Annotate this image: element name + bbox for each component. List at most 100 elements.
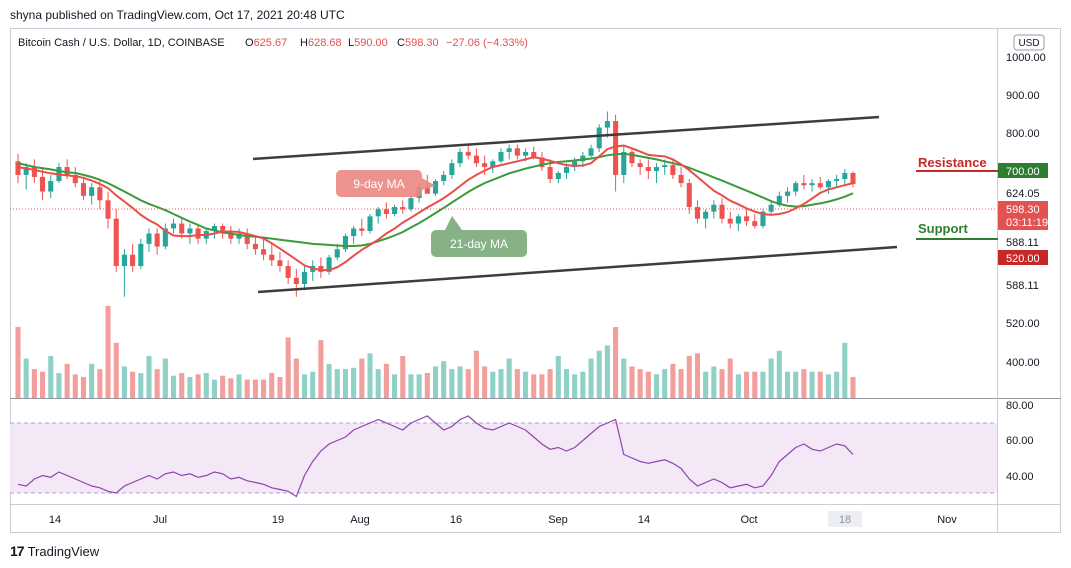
candle-body — [375, 209, 381, 217]
volume-bar — [539, 374, 545, 398]
candle-body — [809, 183, 815, 186]
candle-body — [252, 243, 258, 250]
candle-body — [662, 165, 668, 168]
candle-body — [465, 151, 471, 156]
volume-bar — [752, 371, 758, 398]
volume-bar — [744, 371, 750, 398]
tradingview-logo[interactable]: 17 TradingView — [10, 543, 99, 559]
candle-body — [523, 151, 529, 156]
tradingview-logo-text: TradingView — [27, 543, 100, 559]
publisher-line: shyna published on TradingView.com, Oct … — [10, 8, 345, 22]
volume-bar — [596, 350, 602, 398]
candle-body — [604, 121, 610, 128]
candle-body — [48, 181, 54, 192]
volume-bar — [408, 374, 414, 398]
svg-text:O625.67: O625.67 — [245, 37, 287, 49]
candle-body — [187, 228, 193, 234]
rsi-band — [10, 423, 997, 493]
svg-text:H628.68: H628.68 — [300, 37, 342, 49]
tradingview-logo-mark: 17 — [10, 543, 25, 559]
volume-bar — [547, 369, 553, 398]
volume-bar — [105, 306, 111, 398]
volume-bar — [629, 366, 635, 398]
volume-bar — [727, 358, 733, 398]
candle-body — [563, 167, 570, 173]
volume-bar — [473, 350, 479, 398]
candle-body — [171, 223, 177, 229]
l-value: 590.00 — [354, 37, 388, 49]
time-tick: Jul — [153, 514, 167, 526]
candle-body — [359, 228, 365, 231]
candle-body — [195, 228, 201, 239]
volume-bar — [146, 355, 152, 398]
candle-body — [801, 183, 807, 186]
candle-body — [678, 174, 684, 184]
volume-bar — [326, 363, 332, 398]
candle-body — [768, 204, 774, 212]
volume-bar — [318, 340, 324, 398]
candle-body — [383, 209, 389, 214]
candle-body — [441, 174, 447, 182]
candle-body — [89, 187, 95, 196]
volume-bar — [195, 374, 201, 398]
candle-body — [727, 218, 733, 224]
volume-bar — [678, 369, 684, 398]
time-tick: 14 — [49, 514, 61, 526]
volume-bar — [285, 337, 291, 398]
candle-body — [408, 198, 414, 210]
volume-bar — [662, 369, 668, 398]
ma21-callout-text: 21-day MA — [450, 237, 508, 251]
countdown-text: 03:11:19 — [1006, 217, 1048, 229]
currency-button[interactable] — [1013, 34, 1045, 51]
time-tick: Sep — [548, 514, 568, 526]
l-label: L — [348, 37, 354, 49]
volume-bar — [793, 371, 799, 398]
support-price-tag — [998, 250, 1048, 265]
candle-body — [342, 236, 348, 250]
volume-bar — [31, 369, 37, 398]
candle-body — [72, 174, 78, 184]
ma-value-tag-2 — [998, 234, 1048, 249]
volume-bar — [179, 373, 185, 398]
candle-body — [146, 233, 152, 244]
h-value: 628.68 — [308, 37, 342, 49]
channel-lower-line — [257, 245, 898, 294]
o-label: O — [245, 37, 254, 49]
volume-bar — [334, 369, 340, 398]
volume-bar — [563, 369, 570, 398]
volume-bar — [432, 366, 439, 398]
volume-bar — [130, 371, 136, 398]
svg-text:L590.00: L590.00 — [348, 37, 388, 49]
volume-bar — [449, 369, 455, 398]
channel-upper-line — [252, 115, 880, 161]
volume-bar — [719, 369, 725, 398]
volume-bar — [187, 376, 193, 398]
candle-body — [400, 207, 406, 210]
volume-bar — [801, 369, 807, 398]
volume-bar — [637, 369, 643, 398]
volume-bar — [220, 375, 226, 398]
ma-value-tag-2-text: 588.11 — [1006, 237, 1039, 249]
candle-body — [834, 178, 840, 182]
c-value: 598.30 — [405, 37, 439, 49]
rsi-line — [17, 415, 854, 498]
candle-body — [850, 172, 856, 184]
volume-bar — [351, 367, 357, 398]
candle-body — [220, 225, 226, 234]
volume-bar — [506, 358, 512, 398]
candle-body — [326, 257, 332, 272]
volume-bar — [686, 355, 692, 398]
time-tick: 19 — [272, 514, 284, 526]
volume-bar — [244, 379, 250, 398]
volume-bar — [375, 369, 381, 398]
currency-label[interactable]: USD — [1018, 38, 1039, 49]
price-tick: 400.00 — [1006, 357, 1040, 369]
price-tick: 1000.00 — [1006, 52, 1046, 64]
rsi-tick: 80.00 — [1006, 400, 1034, 412]
candle-body — [735, 216, 741, 224]
volume-bar — [457, 366, 463, 398]
volume-bar — [228, 378, 234, 398]
volume-bar — [809, 371, 815, 398]
candle-body — [793, 183, 799, 192]
